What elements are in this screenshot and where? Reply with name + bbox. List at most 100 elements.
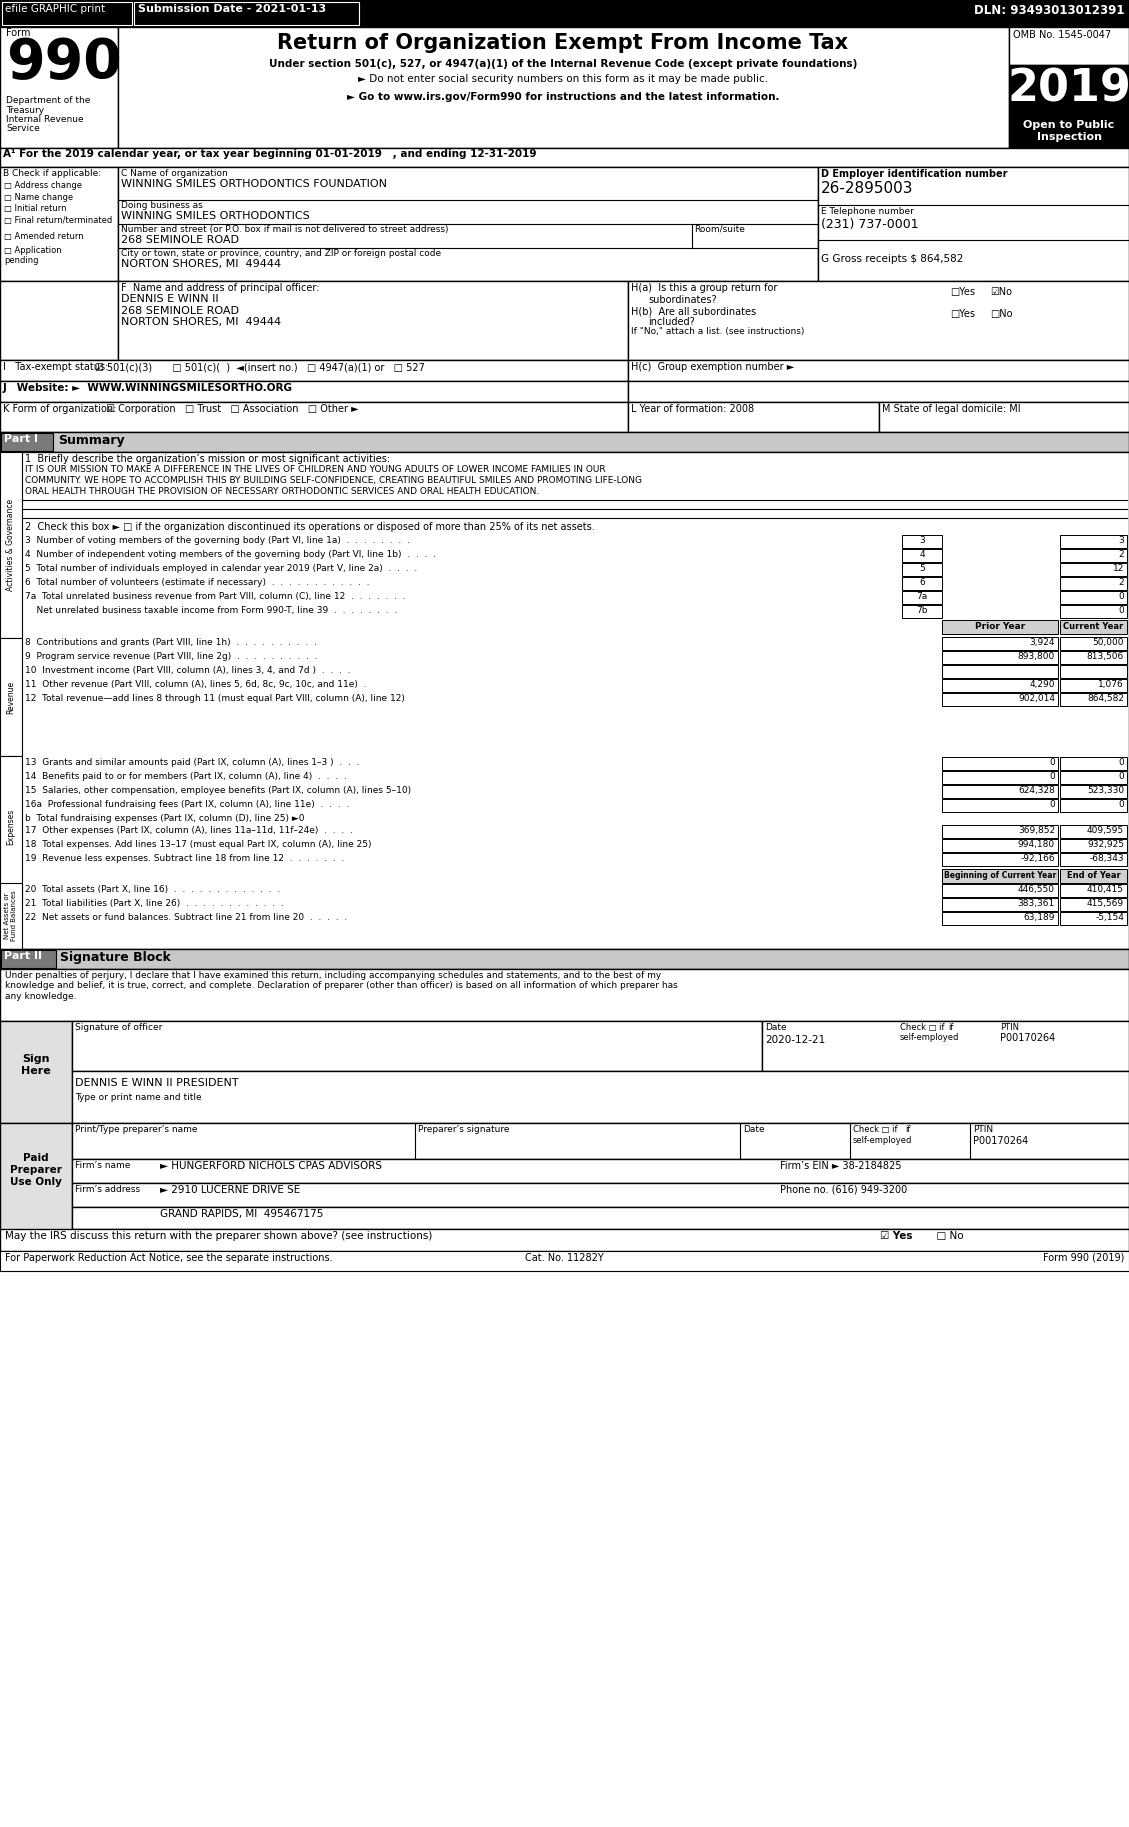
- Bar: [1060, 535, 1127, 548]
- Text: 6  Total number of volunteers (estimate if necessary)  .  .  .  .  .  .  .  .  .: 6 Total number of volunteers (estimate i…: [25, 577, 369, 586]
- Text: 446,550: 446,550: [1018, 884, 1054, 893]
- Text: ► HUNGERFORD NICHOLS CPAS ADVISORS: ► HUNGERFORD NICHOLS CPAS ADVISORS: [160, 1160, 382, 1171]
- Text: 2: 2: [1119, 550, 1124, 559]
- Text: Date: Date: [743, 1125, 764, 1135]
- Text: Net unrelated business taxable income from Form 990-T, line 39  .  .  .  .  .  .: Net unrelated business taxable income fr…: [25, 607, 397, 616]
- Bar: [1060, 638, 1127, 650]
- Bar: [628, 281, 1129, 360]
- Bar: [1060, 839, 1127, 851]
- Text: 0: 0: [1049, 758, 1054, 767]
- Text: if: if: [905, 1125, 910, 1135]
- Text: 4  Number of independent voting members of the governing body (Part VI, line 1b): 4 Number of independent voting members o…: [25, 550, 436, 559]
- Bar: [0, 1251, 1129, 1272]
- Text: Signature Block: Signature Block: [60, 952, 170, 965]
- Text: Internal Revenue: Internal Revenue: [6, 115, 84, 124]
- Text: K Form of organization:: K Form of organization:: [3, 404, 116, 415]
- Bar: [72, 1124, 1129, 1158]
- Bar: [628, 382, 1129, 402]
- Text: Cat. No. 11282Y: Cat. No. 11282Y: [525, 1253, 603, 1262]
- Text: included?: included?: [648, 318, 694, 327]
- Text: (231) 737-0001: (231) 737-0001: [821, 217, 919, 230]
- Text: G Gross receipts $ 864,582: G Gross receipts $ 864,582: [821, 254, 963, 263]
- Text: 813,506: 813,506: [1087, 652, 1124, 661]
- Text: NORTON SHORES, MI  49444: NORTON SHORES, MI 49444: [121, 318, 281, 327]
- Bar: [942, 798, 1058, 811]
- Bar: [942, 826, 1058, 839]
- Text: efile GRAPHIC print: efile GRAPHIC print: [5, 4, 105, 15]
- Text: Print/Type preparer’s name: Print/Type preparer’s name: [75, 1125, 198, 1135]
- Text: NORTON SHORES, MI  49444: NORTON SHORES, MI 49444: [121, 259, 281, 269]
- Text: Date: Date: [765, 1023, 787, 1032]
- Text: 864,582: 864,582: [1087, 694, 1124, 703]
- Text: 2019: 2019: [1007, 68, 1129, 111]
- Text: □Yes: □Yes: [949, 309, 975, 320]
- Bar: [942, 884, 1058, 897]
- Text: 1,076: 1,076: [1099, 680, 1124, 689]
- Text: □ No: □ No: [930, 1231, 964, 1241]
- Text: D Employer identification number: D Employer identification number: [821, 170, 1007, 179]
- Bar: [1009, 27, 1129, 66]
- Bar: [0, 948, 1129, 968]
- Text: 8  Contributions and grants (Part VIII, line 1h)  .  .  .  .  .  .  .  .  .  .: 8 Contributions and grants (Part VIII, l…: [25, 638, 317, 647]
- Text: B Check if applicable:: B Check if applicable:: [3, 170, 102, 177]
- Text: Number and street (or P.O. box if mail is not delivered to street address): Number and street (or P.O. box if mail i…: [121, 225, 448, 234]
- Text: 63,189: 63,189: [1024, 914, 1054, 923]
- Bar: [942, 912, 1058, 924]
- Text: COMMUNITY. WE HOPE TO ACCOMPLISH THIS BY BUILDING SELF-CONFIDENCE, CREATING BEAU: COMMUNITY. WE HOPE TO ACCOMPLISH THIS BY…: [25, 477, 642, 484]
- Text: J   Website: ►  WWW.WINNINGSMILESORTHO.ORG: J Website: ► WWW.WINNINGSMILESORTHO.ORG: [3, 384, 294, 393]
- Text: PTIN: PTIN: [1000, 1023, 1019, 1032]
- Bar: [1060, 563, 1127, 576]
- Text: self-employed: self-employed: [854, 1136, 912, 1146]
- Bar: [902, 577, 942, 590]
- Text: Treasury: Treasury: [6, 106, 44, 115]
- Text: 7a: 7a: [917, 592, 928, 601]
- Bar: [1060, 577, 1127, 590]
- Text: Under section 501(c), 527, or 4947(a)(1) of the Internal Revenue Code (except pr: Under section 501(c), 527, or 4947(a)(1)…: [269, 58, 857, 69]
- Text: 2  Check this box ► □ if the organization discontinued its operations or dispose: 2 Check this box ► □ if the organization…: [25, 523, 595, 532]
- Text: Preparer’s signature: Preparer’s signature: [418, 1125, 509, 1135]
- Text: □ 501(c)(  )  ◄(insert no.)   □ 4947(a)(1) or   □ 527: □ 501(c)( ) ◄(insert no.) □ 4947(a)(1) o…: [163, 362, 425, 373]
- Text: Prior Year: Prior Year: [974, 621, 1025, 630]
- Text: 10  Investment income (Part VIII, column (A), lines 3, 4, and 7d )  .  .  .  .: 10 Investment income (Part VIII, column …: [25, 667, 350, 674]
- Text: 26-2895003: 26-2895003: [821, 181, 913, 195]
- Text: IT IS OUR MISSION TO MAKE A DIFFERENCE IN THE LIVES OF CHILDREN AND YOUNG ADULTS: IT IS OUR MISSION TO MAKE A DIFFERENCE I…: [25, 466, 605, 473]
- Text: Check □ if: Check □ if: [900, 1023, 945, 1032]
- Text: May the IRS discuss this return with the preparer shown above? (see instructions: May the IRS discuss this return with the…: [5, 1231, 432, 1241]
- Bar: [942, 839, 1058, 851]
- Bar: [942, 771, 1058, 784]
- Text: 4: 4: [919, 550, 925, 559]
- Text: Net Assets or
Fund Balances: Net Assets or Fund Balances: [5, 890, 18, 941]
- Text: 7a  Total unrelated business revenue from Part VIII, column (C), line 12  .  .  : 7a Total unrelated business revenue from…: [25, 592, 405, 601]
- Bar: [1, 950, 56, 968]
- Text: 12  Total revenue—add lines 8 through 11 (must equal Part VIII, column (A), line: 12 Total revenue—add lines 8 through 11 …: [25, 694, 405, 703]
- Bar: [119, 27, 1009, 148]
- Bar: [942, 619, 1058, 634]
- Bar: [942, 899, 1058, 912]
- Bar: [1060, 680, 1127, 692]
- Text: Type or print name and title: Type or print name and title: [75, 1093, 202, 1102]
- Text: 932,925: 932,925: [1087, 840, 1124, 850]
- Text: 18  Total expenses. Add lines 13–17 (must equal Part IX, column (A), line 25): 18 Total expenses. Add lines 13–17 (must…: [25, 840, 371, 850]
- Text: C Name of organization: C Name of organization: [121, 170, 228, 177]
- Bar: [879, 402, 1129, 431]
- Text: □No: □No: [990, 309, 1013, 320]
- Text: ☑ Corporation   □ Trust   □ Association   □ Other ►: ☑ Corporation □ Trust □ Association □ Ot…: [100, 404, 359, 415]
- Bar: [942, 870, 1058, 882]
- Text: ► 2910 LUCERNE DRIVE SE: ► 2910 LUCERNE DRIVE SE: [160, 1186, 300, 1195]
- Text: Current Year: Current Year: [1064, 621, 1123, 630]
- Text: City or town, state or province, country, and ZIP or foreign postal code: City or town, state or province, country…: [121, 248, 441, 258]
- Text: Firm’s name: Firm’s name: [75, 1160, 130, 1169]
- Text: WINNING SMILES ORTHODONTICS: WINNING SMILES ORTHODONTICS: [121, 210, 309, 221]
- Bar: [942, 638, 1058, 650]
- Text: M State of legal domicile: MI: M State of legal domicile: MI: [882, 404, 1021, 415]
- Bar: [902, 548, 942, 563]
- Bar: [1060, 798, 1127, 811]
- Text: 4,290: 4,290: [1030, 680, 1054, 689]
- Bar: [902, 535, 942, 548]
- Text: 15  Salaries, other compensation, employee benefits (Part IX, column (A), lines : 15 Salaries, other compensation, employe…: [25, 786, 411, 795]
- Text: Part II: Part II: [5, 952, 42, 961]
- Bar: [0, 281, 119, 360]
- Text: P00170264: P00170264: [973, 1136, 1029, 1146]
- Text: 268 SEMINOLE ROAD: 268 SEMINOLE ROAD: [121, 236, 239, 245]
- Text: ORAL HEALTH THROUGH THE PROVISION OF NECESSARY ORTHODONTIC SERVICES AND ORAL HEA: ORAL HEALTH THROUGH THE PROVISION OF NEC…: [25, 488, 540, 495]
